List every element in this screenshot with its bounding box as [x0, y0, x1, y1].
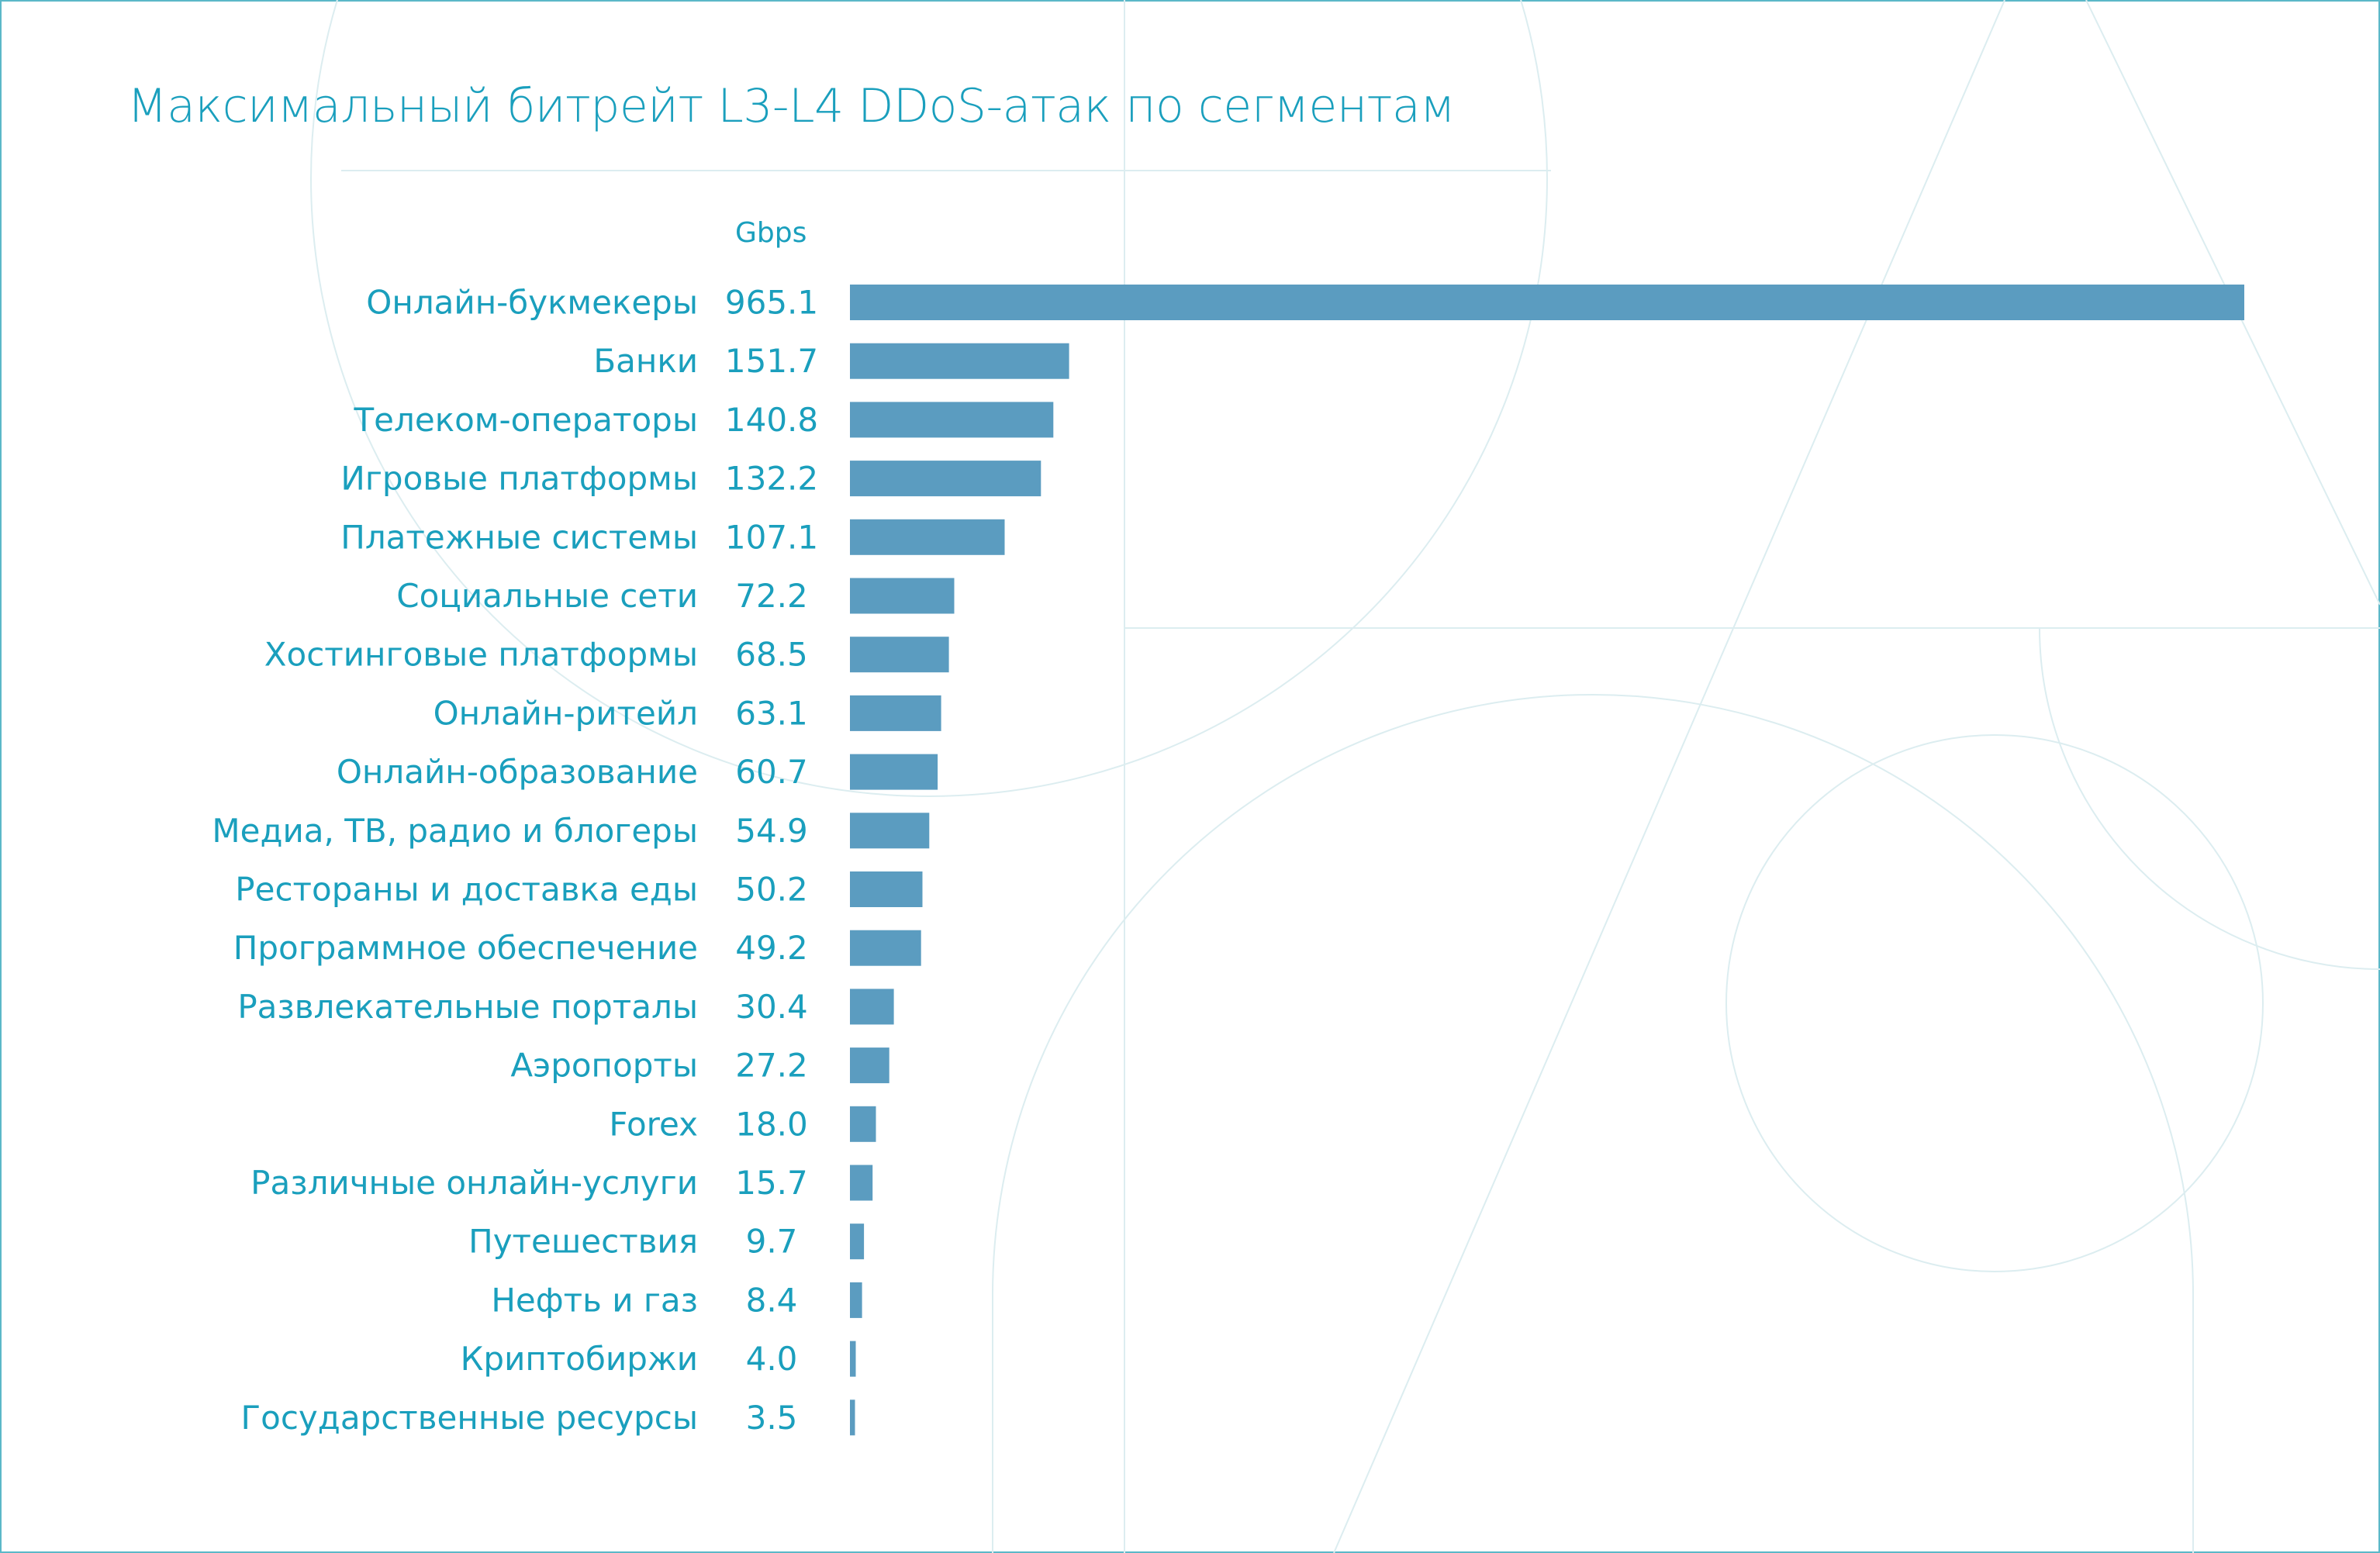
bar [850, 343, 1069, 379]
category-label: Хостинговые платформы [264, 636, 698, 674]
category-label: Онлайн-ритейл [434, 694, 698, 732]
value-label: 9.7 [746, 1223, 798, 1261]
value-label: 68.5 [735, 636, 808, 674]
bar [850, 1399, 855, 1436]
category-label: Аэропорты [510, 1047, 698, 1085]
bar [850, 1282, 862, 1318]
value-label: 151.7 [725, 342, 818, 380]
value-label: 18.0 [735, 1105, 808, 1143]
category-label: Игровые платформы [340, 460, 698, 498]
bar [850, 1341, 856, 1377]
value-label: 54.9 [735, 812, 808, 850]
chart-title: Максимальный битрейт L3-L4 DDoS-атак по … [127, 79, 1456, 133]
bar [850, 1106, 876, 1142]
category-label: Онлайн-букмекеры [366, 284, 698, 322]
bar [850, 695, 941, 731]
bar [850, 989, 894, 1025]
value-label: 132.2 [725, 460, 818, 498]
category-label: Банки [593, 342, 698, 380]
value-label: 27.2 [735, 1047, 808, 1085]
value-label: 140.8 [725, 401, 818, 439]
value-label: 72.2 [735, 577, 808, 615]
bar [850, 402, 1054, 438]
unit-label: Gbps [735, 217, 807, 249]
category-label: Программное обеспечение [233, 929, 698, 967]
bar [850, 813, 930, 849]
category-label: Государственные ресурсы [241, 1399, 698, 1437]
value-label: 60.7 [735, 753, 808, 791]
category-label: Онлайн-образование [337, 753, 698, 791]
category-label: Социальные сети [396, 577, 698, 615]
bar [850, 1165, 873, 1201]
category-label: Рестораны и доставка еды [235, 871, 698, 909]
bar [850, 637, 949, 673]
value-label: 50.2 [735, 871, 808, 909]
bar [850, 1047, 889, 1084]
bar [850, 754, 938, 790]
value-label: 15.7 [735, 1164, 808, 1202]
bar [850, 461, 1041, 497]
value-label: 49.2 [735, 929, 808, 967]
value-label: 4.0 [746, 1340, 798, 1378]
value-label: 8.4 [746, 1281, 798, 1319]
category-label: Медиа, ТВ, радио и блогеры [212, 812, 698, 850]
category-label: Телеком-операторы [354, 401, 698, 439]
category-label: Forex [609, 1105, 698, 1143]
value-label: 30.4 [735, 988, 808, 1026]
value-label: 63.1 [735, 694, 808, 732]
bar [850, 871, 923, 907]
category-label: Путешествия [468, 1223, 698, 1261]
bar [850, 285, 2244, 320]
category-label: Криптобиржи [461, 1340, 698, 1378]
bar [850, 930, 921, 966]
bar [850, 1223, 865, 1260]
category-label: Различные онлайн-услуги [250, 1164, 698, 1202]
category-label: Платежные системы [340, 518, 698, 556]
value-label: 3.5 [746, 1399, 798, 1437]
bar [850, 578, 955, 614]
category-label: Нефть и газ [491, 1281, 698, 1319]
category-label: Развлекательные порталы [237, 988, 698, 1026]
value-label: 107.1 [725, 518, 818, 556]
value-label: 965.1 [725, 284, 818, 322]
bar [850, 519, 1005, 555]
